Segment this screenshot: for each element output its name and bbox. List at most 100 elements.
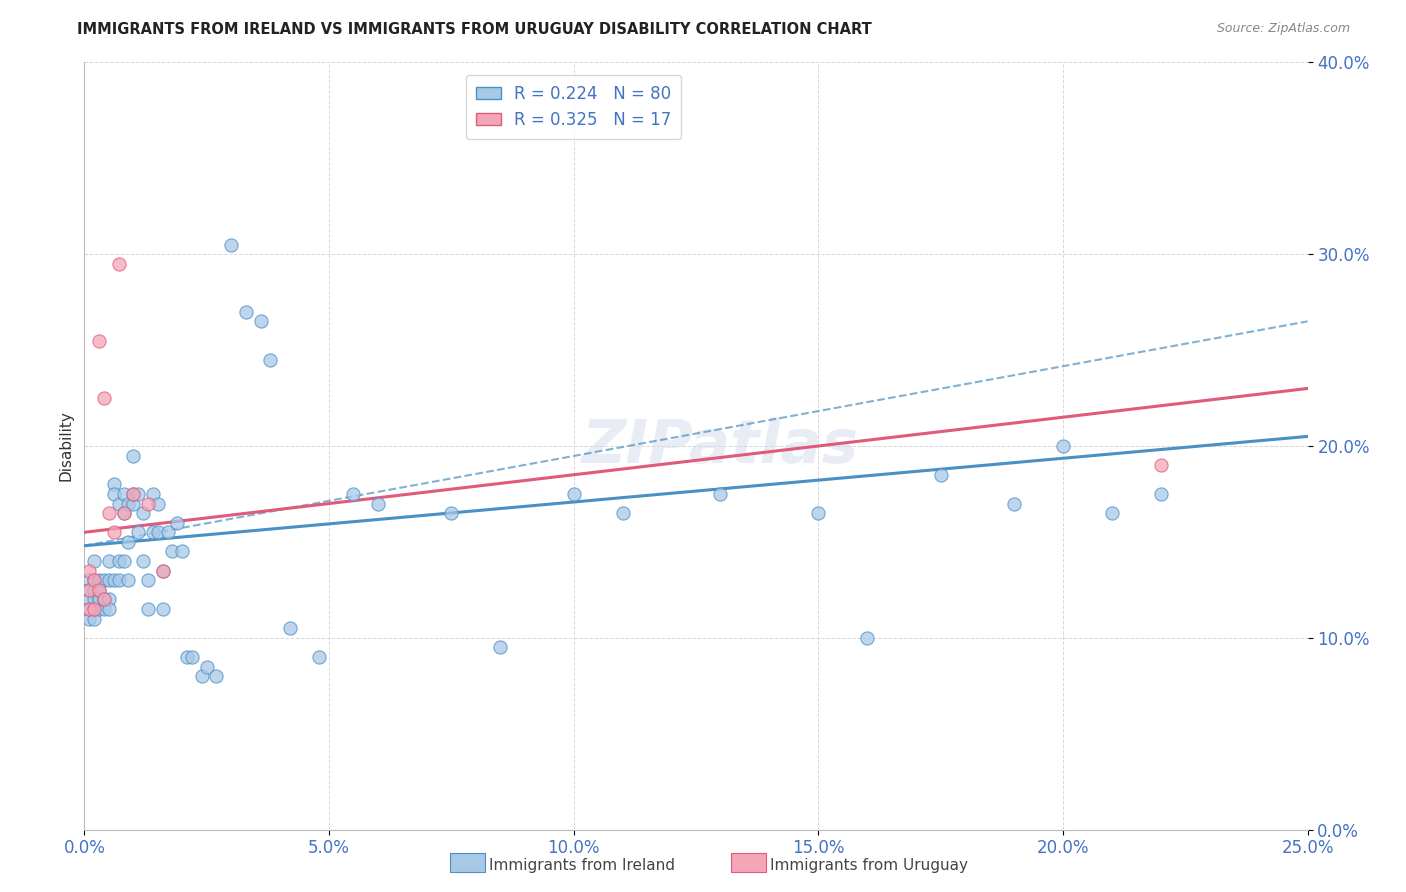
Y-axis label: Disability: Disability: [58, 410, 73, 482]
Point: [172, 544, 194, 558]
Point: [152, 602, 174, 616]
Point: [77, 574, 100, 588]
Point: [156, 525, 179, 540]
Point: [249, 314, 271, 328]
Point: [612, 506, 634, 520]
Point: [136, 574, 159, 588]
Point: [87, 334, 110, 348]
Point: [176, 649, 198, 664]
Point: [87, 602, 110, 616]
Point: [83, 602, 105, 616]
Point: [77, 602, 100, 616]
Point: [235, 305, 257, 319]
Point: [112, 506, 135, 520]
Point: [1150, 458, 1173, 473]
Point: [83, 574, 105, 588]
Point: [152, 564, 174, 578]
Point: [103, 477, 125, 491]
Point: [1052, 439, 1074, 453]
Point: [562, 487, 585, 501]
Point: [83, 612, 105, 626]
Point: [807, 506, 830, 520]
Point: [112, 506, 135, 520]
Point: [152, 564, 174, 578]
Text: Immigrants from Ireland: Immigrants from Ireland: [489, 858, 675, 872]
Point: [77, 612, 100, 626]
Point: [166, 516, 188, 530]
Point: [83, 592, 105, 607]
Point: [97, 554, 120, 568]
Point: [107, 257, 129, 271]
Point: [97, 602, 120, 616]
Point: [87, 582, 110, 597]
Point: [146, 525, 169, 540]
Point: [107, 574, 129, 588]
Point: [142, 525, 165, 540]
Point: [1150, 487, 1173, 501]
Point: [342, 487, 364, 501]
Point: [122, 487, 145, 501]
Point: [127, 487, 149, 501]
Point: [440, 506, 463, 520]
Point: [103, 487, 125, 501]
Point: [489, 640, 512, 655]
Point: [77, 582, 100, 597]
Point: [122, 449, 145, 463]
Point: [1002, 496, 1025, 510]
Point: [856, 631, 879, 645]
Point: [93, 602, 115, 616]
Point: [146, 496, 169, 510]
Point: [1101, 506, 1123, 520]
Point: [136, 602, 159, 616]
Text: Immigrants from Uruguay: Immigrants from Uruguay: [770, 858, 969, 872]
Point: [87, 592, 110, 607]
Point: [87, 592, 110, 607]
Point: [77, 582, 100, 597]
Text: Source: ZipAtlas.com: Source: ZipAtlas.com: [1216, 22, 1350, 36]
Point: [93, 574, 115, 588]
Point: [122, 496, 145, 510]
Point: [97, 592, 120, 607]
Point: [367, 496, 389, 510]
Point: [87, 582, 110, 597]
Point: [117, 574, 139, 588]
Point: [112, 554, 135, 568]
Point: [127, 525, 149, 540]
Point: [162, 544, 184, 558]
Point: [103, 525, 125, 540]
Point: [103, 574, 125, 588]
Point: [259, 352, 281, 367]
Point: [93, 592, 115, 607]
Point: [83, 582, 105, 597]
Text: IMMIGRANTS FROM IRELAND VS IMMIGRANTS FROM URUGUAY DISABILITY CORRELATION CHART: IMMIGRANTS FROM IRELAND VS IMMIGRANTS FR…: [77, 22, 872, 37]
Point: [93, 592, 115, 607]
Point: [278, 621, 301, 635]
Point: [83, 602, 105, 616]
Point: [132, 506, 155, 520]
Point: [117, 535, 139, 549]
Point: [205, 669, 228, 683]
Point: [107, 554, 129, 568]
Point: [97, 574, 120, 588]
Point: [191, 669, 214, 683]
Point: [122, 487, 145, 501]
Text: ZIPatlas: ZIPatlas: [582, 417, 859, 475]
Point: [93, 391, 115, 405]
Point: [77, 602, 100, 616]
Point: [308, 649, 330, 664]
Point: [83, 554, 105, 568]
Point: [136, 496, 159, 510]
Point: [117, 496, 139, 510]
Point: [709, 487, 731, 501]
Point: [97, 506, 120, 520]
Point: [77, 592, 100, 607]
Point: [112, 487, 135, 501]
Point: [219, 237, 242, 252]
Legend: R = 0.224   N = 80, R = 0.325   N = 17: R = 0.224 N = 80, R = 0.325 N = 17: [465, 75, 682, 139]
Point: [83, 574, 105, 588]
Point: [107, 496, 129, 510]
Point: [195, 659, 218, 673]
Point: [142, 487, 165, 501]
Point: [132, 554, 155, 568]
Point: [181, 649, 204, 664]
